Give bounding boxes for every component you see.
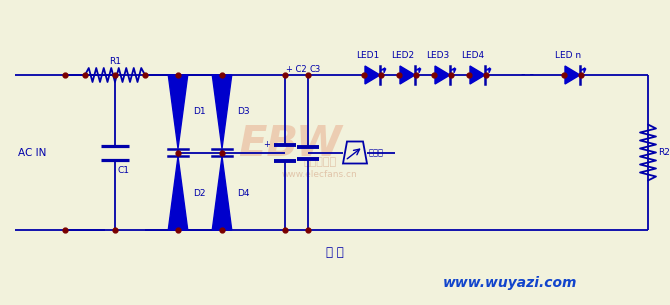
Text: + C2: + C2 — [286, 64, 307, 74]
Text: C3: C3 — [309, 64, 320, 74]
Text: LED2: LED2 — [391, 52, 415, 60]
Text: C1: C1 — [118, 166, 130, 175]
Text: D1: D1 — [193, 107, 206, 116]
Text: EBW: EBW — [238, 124, 342, 166]
Text: LED1: LED1 — [356, 52, 380, 60]
Polygon shape — [343, 142, 367, 163]
Polygon shape — [400, 66, 415, 84]
Text: D2: D2 — [193, 189, 206, 198]
Polygon shape — [168, 75, 188, 149]
Text: D4: D4 — [237, 189, 249, 198]
Text: R1: R1 — [109, 56, 121, 66]
Text: D3: D3 — [237, 107, 250, 116]
Text: R2: R2 — [658, 148, 670, 157]
Polygon shape — [565, 66, 580, 84]
Text: LED3: LED3 — [426, 52, 450, 60]
Text: - -: - - — [521, 69, 534, 81]
Text: +: + — [263, 140, 270, 149]
Text: LED4: LED4 — [462, 52, 484, 60]
Text: AC IN: AC IN — [18, 148, 46, 157]
Text: www.wuyazi.com: www.wuyazi.com — [443, 276, 578, 290]
Text: LED n: LED n — [555, 52, 581, 60]
Polygon shape — [365, 66, 380, 84]
Polygon shape — [168, 156, 188, 230]
Text: 变频器: 变频器 — [369, 148, 384, 157]
Text: www.elecfans.cn: www.elecfans.cn — [282, 170, 358, 179]
Polygon shape — [435, 66, 450, 84]
Text: 圖 一: 圖 一 — [326, 246, 344, 260]
Polygon shape — [212, 156, 232, 230]
Polygon shape — [212, 75, 232, 149]
Text: 电子发烧友: 电子发烧友 — [304, 157, 336, 167]
Polygon shape — [470, 66, 485, 84]
